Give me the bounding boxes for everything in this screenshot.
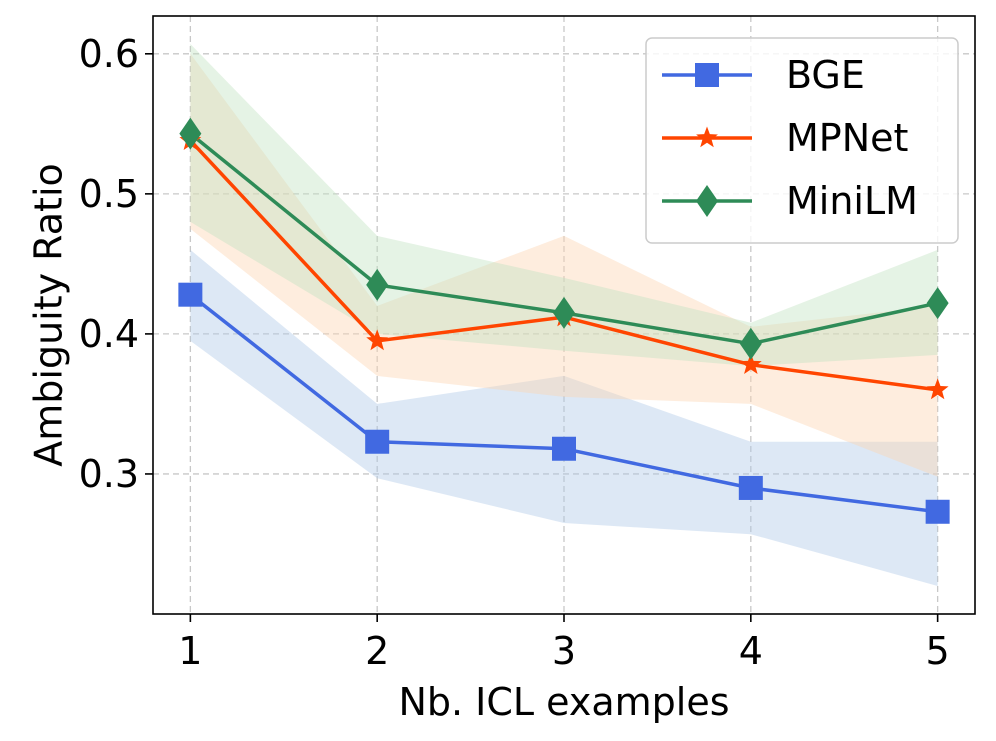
x-axis-label: Nb. ICL examples [398, 680, 729, 724]
data-point-minilm [179, 117, 202, 150]
x-tick-label: 3 [552, 629, 576, 673]
legend-entry-mpnet: MPNet [662, 116, 908, 160]
x-tick-label: 5 [926, 629, 950, 673]
data-point-mpnet [926, 378, 949, 400]
data-point-minilm [739, 327, 762, 360]
axis-ticks: 1 2 3 4 5 0.3 0.4 0.5 0.6 [79, 32, 950, 673]
band-bge [190, 249, 938, 586]
data-point-mpnet [739, 353, 762, 375]
data-point-bge [178, 282, 203, 307]
band-mpnet [190, 53, 938, 477]
data-point-bge [552, 436, 576, 461]
y-tick-label: 0.3 [79, 452, 139, 496]
legend-marker [696, 185, 718, 217]
series-markers [178, 117, 950, 524]
y-axis-label: Ambiguity Ratio [26, 163, 70, 466]
data-point-bge [738, 475, 763, 500]
legend-label: BGE [786, 53, 865, 97]
legend-label: MiniLM [786, 179, 918, 223]
y-tick-label: 0.5 [79, 172, 139, 216]
x-tick-label: 2 [365, 629, 389, 673]
legend-marker [695, 63, 719, 87]
data-point-minilm [366, 268, 389, 301]
x-tick-label: 1 [178, 629, 202, 673]
data-point-bge [365, 429, 390, 454]
data-point-mpnet [366, 329, 389, 351]
legend-marker [696, 126, 718, 148]
legend-entry-bge: BGE [662, 53, 865, 97]
y-tick-label: 0.4 [79, 312, 139, 356]
legend-entry-minilm: MiniLM [662, 179, 918, 223]
y-tick-label: 0.6 [79, 32, 139, 76]
legend: BGE MPNet MiniLM [645, 37, 959, 244]
data-point-bge [925, 499, 950, 524]
legend-label: MPNet [786, 116, 908, 160]
legend-box [645, 37, 959, 244]
x-tick-label: 4 [739, 629, 763, 673]
data-point-minilm [926, 287, 949, 320]
data-point-minilm [553, 296, 575, 329]
